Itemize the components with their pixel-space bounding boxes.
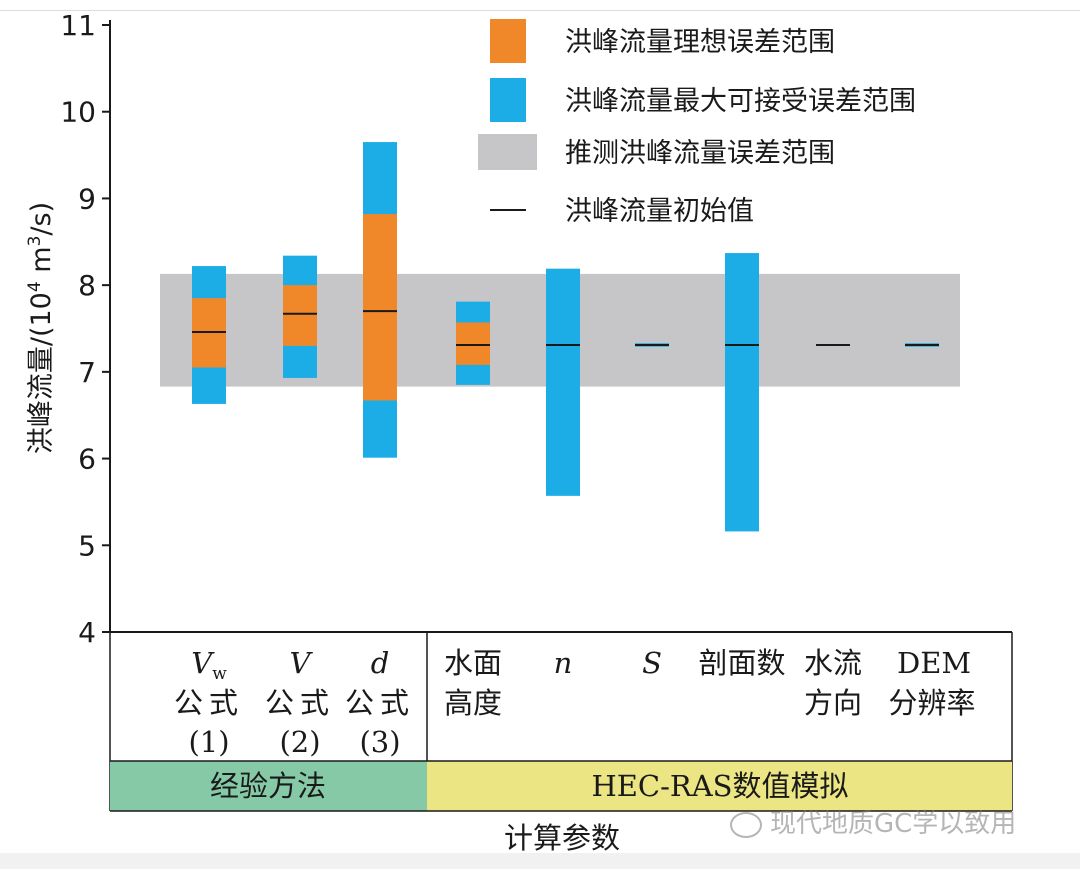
y-tick-label: 6 — [78, 443, 96, 476]
ideal-range-bar — [456, 322, 490, 365]
legend-swatch-inferred — [478, 134, 537, 170]
legend-swatch-max — [490, 78, 526, 122]
y-tick-label: 5 — [78, 529, 96, 562]
category-symbol: S — [642, 646, 662, 680]
y-tick-label: 4 — [78, 616, 96, 649]
x-axis-title: 计算参数 — [504, 821, 620, 855]
legend-label: 洪峰流量理想误差范围 — [565, 27, 835, 58]
top-border — [0, 10, 1080, 11]
max-range-bar — [725, 253, 759, 532]
y-title-sup: 3 — [25, 236, 45, 247]
y-title-sup: 4 — [25, 281, 45, 292]
category-label-line: (2) — [279, 725, 320, 759]
category-label-line: 水流 — [804, 646, 862, 680]
y-tick-label: 10 — [60, 96, 96, 129]
category-label-line: 方向 — [804, 686, 862, 720]
y-tick-label: 9 — [78, 182, 96, 215]
category-label-line: 公式 — [265, 686, 335, 720]
group-band-hecras — [427, 761, 1012, 811]
y-tick-label: 11 — [60, 9, 96, 42]
y-title-text: m — [26, 246, 57, 281]
watermark-text: 现代地质GC学以致用 — [770, 809, 1017, 839]
ideal-range-bar — [283, 285, 317, 346]
category-symbol: Vw — [191, 646, 227, 684]
group-band-empirical — [110, 761, 427, 811]
category-symbol-sub: w — [212, 664, 227, 684]
category-label-line: 水面 — [444, 646, 502, 680]
wechat-icon — [730, 811, 762, 838]
legend-label: 推测洪峰流量误差范围 — [565, 138, 835, 169]
category-symbol: n — [554, 646, 573, 680]
bottom-strip — [0, 853, 1080, 869]
watermark: 现代地质GC学以致用 — [730, 803, 1016, 840]
category-label-line: 公式 — [345, 686, 415, 720]
legend-label: 洪峰流量初始值 — [565, 196, 754, 227]
category-label-line: (1) — [188, 725, 229, 759]
y-axis-title: 洪峰流量/(104 m3/s) — [25, 202, 57, 454]
y-title-text: 洪峰流量/(10 — [26, 292, 57, 454]
category-symbol: d — [371, 646, 390, 680]
legend-swatch-ideal — [490, 19, 526, 63]
y-title-text: /s) — [26, 202, 57, 236]
y-tick-label: 7 — [78, 356, 96, 389]
category-label-line: 高度 — [444, 686, 502, 720]
category-label-line: 公式 — [174, 686, 244, 720]
group-label-empirical: 经验方法 — [210, 769, 326, 803]
category-symbol: DEM — [897, 646, 971, 680]
ideal-range-bar — [363, 214, 397, 401]
category-label-line: 剖面数 — [698, 646, 785, 680]
y-tick-label: 8 — [78, 269, 96, 302]
category-label-line: (3) — [359, 725, 400, 759]
category-symbol: V — [290, 646, 314, 680]
max-range-bar — [546, 268, 580, 496]
legend-label: 洪峰流量最大可接受误差范围 — [565, 86, 916, 117]
category-label-line: 分辨率 — [888, 686, 975, 720]
group-label-hecras: HEC-RAS数值模拟 — [591, 769, 848, 803]
